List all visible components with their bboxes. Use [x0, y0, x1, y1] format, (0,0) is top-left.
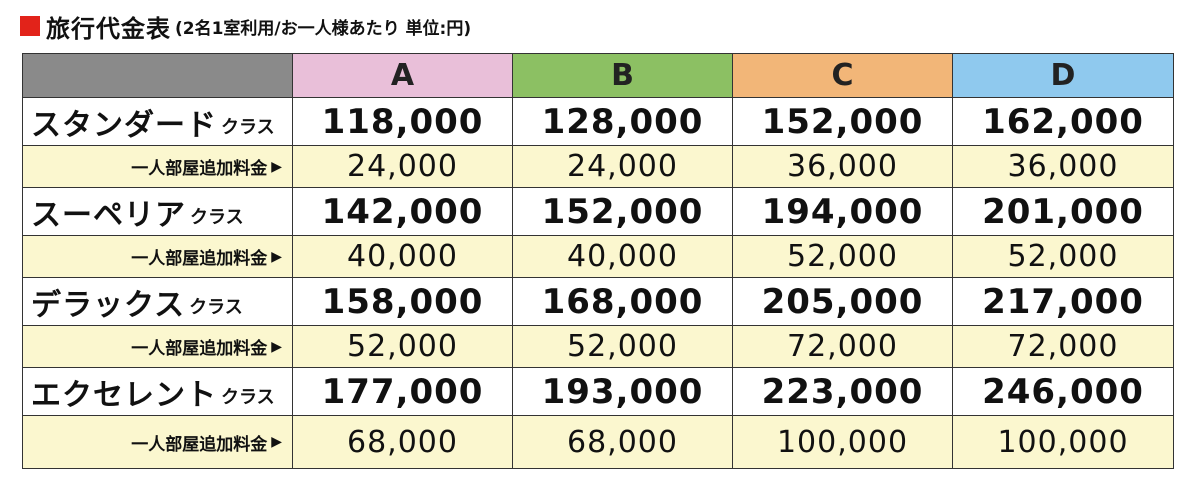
supplement-cell: 24,000: [513, 146, 733, 188]
triangle-right-icon: ▶: [271, 338, 282, 355]
price-table: A B C D スタンダード クラス 118,000 128,000 152,00…: [22, 53, 1174, 469]
price-cell: 177,000: [293, 368, 513, 416]
supplement-label: 一人部屋追加料金 ▶: [23, 416, 293, 468]
supplement-label: 一人部屋追加料金 ▶: [23, 236, 293, 278]
header-corner: [23, 54, 293, 98]
column-header-d: D: [953, 54, 1173, 98]
supplement-cell: 36,000: [733, 146, 953, 188]
supplement-label-text: 一人部屋追加料金: [131, 159, 268, 179]
title-sub: (2名1室利用/お一人様あたり 単位:円): [175, 18, 472, 39]
supplement-cell: 68,000: [513, 416, 733, 468]
class-suffix: クラス: [221, 116, 275, 138]
page-title: 旅行代金表 (2名1室利用/お一人様あたり 単位:円): [20, 8, 471, 44]
class-name: スタンダード: [31, 107, 217, 143]
supplement-cell: 52,000: [513, 326, 733, 368]
price-cell: 194,000: [733, 188, 953, 236]
column-header-c: C: [733, 54, 953, 98]
price-cell: 223,000: [733, 368, 953, 416]
supplement-cell: 100,000: [733, 416, 953, 468]
price-cell: 158,000: [293, 278, 513, 326]
class-suffix: クラス: [190, 206, 244, 228]
price-cell: 162,000: [953, 98, 1173, 146]
class-label-deluxe: デラックス クラス: [23, 278, 293, 326]
supplement-label-text: 一人部屋追加料金: [131, 249, 268, 269]
price-cell: 152,000: [513, 188, 733, 236]
price-cell: 193,000: [513, 368, 733, 416]
price-cell: 168,000: [513, 278, 733, 326]
supplement-cell: 36,000: [953, 146, 1173, 188]
supplement-cell: 40,000: [513, 236, 733, 278]
supplement-cell: 24,000: [293, 146, 513, 188]
supplement-cell: 100,000: [953, 416, 1173, 468]
column-header-a: A: [293, 54, 513, 98]
price-cell: 201,000: [953, 188, 1173, 236]
price-cell: 205,000: [733, 278, 953, 326]
supplement-label-text: 一人部屋追加料金: [131, 434, 268, 455]
supplement-cell: 52,000: [733, 236, 953, 278]
class-label-standard: スタンダード クラス: [23, 98, 293, 146]
supplement-cell: 52,000: [953, 236, 1173, 278]
price-cell: 217,000: [953, 278, 1173, 326]
supplement-label: 一人部屋追加料金 ▶: [23, 146, 293, 188]
supplement-cell: 52,000: [293, 326, 513, 368]
supplement-label-text: 一人部屋追加料金: [131, 339, 268, 359]
triangle-right-icon: ▶: [271, 434, 282, 450]
class-name: デラックス: [31, 287, 186, 323]
supplement-cell: 68,000: [293, 416, 513, 468]
column-header-b: B: [513, 54, 733, 98]
supplement-cell: 40,000: [293, 236, 513, 278]
triangle-right-icon: ▶: [271, 248, 282, 265]
class-name: エクセレント: [31, 377, 217, 413]
price-cell: 142,000: [293, 188, 513, 236]
price-cell: 152,000: [733, 98, 953, 146]
supplement-cell: 72,000: [953, 326, 1173, 368]
red-square-icon: [20, 16, 40, 36]
class-name: スーペリア: [31, 197, 186, 233]
price-cell: 128,000: [513, 98, 733, 146]
price-cell: 246,000: [953, 368, 1173, 416]
class-label-excellent: エクセレント クラス: [23, 368, 293, 416]
price-cell: 118,000: [293, 98, 513, 146]
supplement-cell: 72,000: [733, 326, 953, 368]
class-suffix: クラス: [221, 386, 275, 408]
class-suffix: クラス: [189, 296, 243, 318]
class-label-superior: スーペリア クラス: [23, 188, 293, 236]
triangle-right-icon: ▶: [271, 158, 282, 175]
supplement-label: 一人部屋追加料金 ▶: [23, 326, 293, 368]
title-main: 旅行代金表: [46, 14, 171, 43]
